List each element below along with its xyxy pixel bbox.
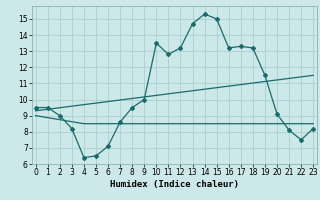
X-axis label: Humidex (Indice chaleur): Humidex (Indice chaleur) — [110, 180, 239, 189]
